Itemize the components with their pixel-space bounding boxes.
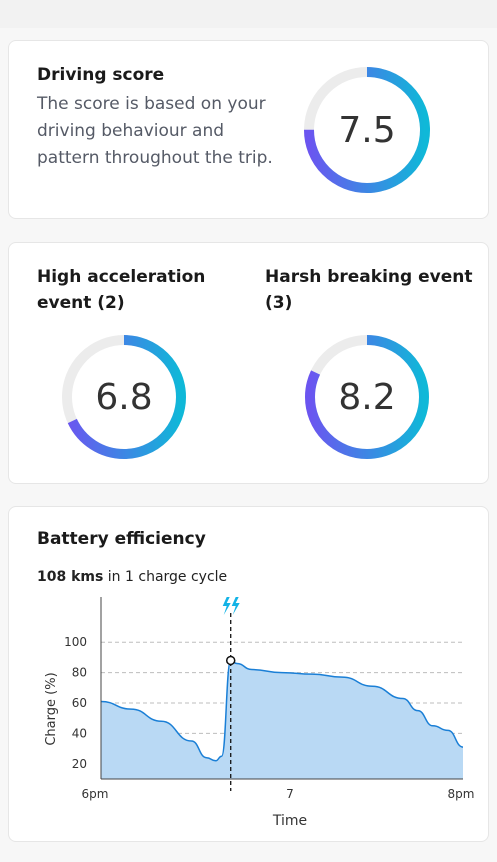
battery-distance: 108 kms [37, 569, 104, 585]
y-tick-label: 20 [72, 757, 87, 771]
gauge-ring [62, 335, 186, 459]
gauge-ring [304, 67, 430, 193]
lightning-bolt [222, 597, 231, 615]
lightning-bolt [231, 597, 240, 615]
top-bar [0, 0, 497, 28]
accel-event-value: 6.8 [95, 376, 153, 418]
gauge-arc [62, 335, 186, 459]
y-tick-label: 40 [72, 726, 87, 740]
battery-efficiency-card: Battery efficiency 108 kms in 1 charge c… [8, 506, 489, 842]
gauge-ring [305, 335, 429, 459]
accel-event-gauge: 6.8 [60, 333, 188, 461]
y-tick-label: 80 [72, 666, 87, 680]
gauge-arc [305, 335, 429, 459]
x-tick-label: 7 [286, 787, 294, 801]
driving-score-description: The score is based on your driving behav… [37, 94, 273, 168]
accel-event-title: High acceleration event (2) [37, 267, 206, 313]
driving-score-title: Driving score [37, 65, 165, 85]
x-axis-label: Time [272, 813, 307, 829]
gauge-arc [304, 67, 430, 193]
charge-line [100, 659, 464, 762]
driving-score-value: 7.5 [338, 109, 396, 151]
charge-event-point [225, 655, 236, 666]
lightning-icon [222, 597, 240, 615]
battery-title: Battery efficiency [37, 529, 206, 549]
driving-score-gauge: 7.5 [302, 65, 432, 195]
y-tick-label: 60 [72, 696, 87, 710]
x-tick-label: 6pm [82, 787, 109, 801]
battery-distance-suffix: in 1 charge cycle [107, 569, 228, 585]
brake-event-value: 8.2 [338, 376, 396, 418]
battery-distance-line: 108 kms in 1 charge cycle [37, 569, 227, 585]
x-tick-labels: 6pm 7 8pm [82, 787, 475, 801]
y-tick-label: 100 [64, 635, 87, 649]
y-tick-labels: 20 40 60 80 100 [64, 635, 87, 771]
brake-event-gauge: 8.2 [303, 333, 431, 461]
driving-score-card: Driving score The score is based on your… [8, 40, 489, 219]
x-tick-label: 8pm [448, 787, 475, 801]
charge-area [101, 660, 463, 779]
battery-chart: 20 40 60 80 100 6pm 7 8pm Charge (%) Time [44, 597, 475, 829]
y-axis-label: Charge (%) [44, 672, 59, 745]
brake-event-title: Harsh breaking event (3) [265, 267, 473, 313]
events-card: High acceleration event (2) Harsh breaki… [8, 242, 489, 484]
